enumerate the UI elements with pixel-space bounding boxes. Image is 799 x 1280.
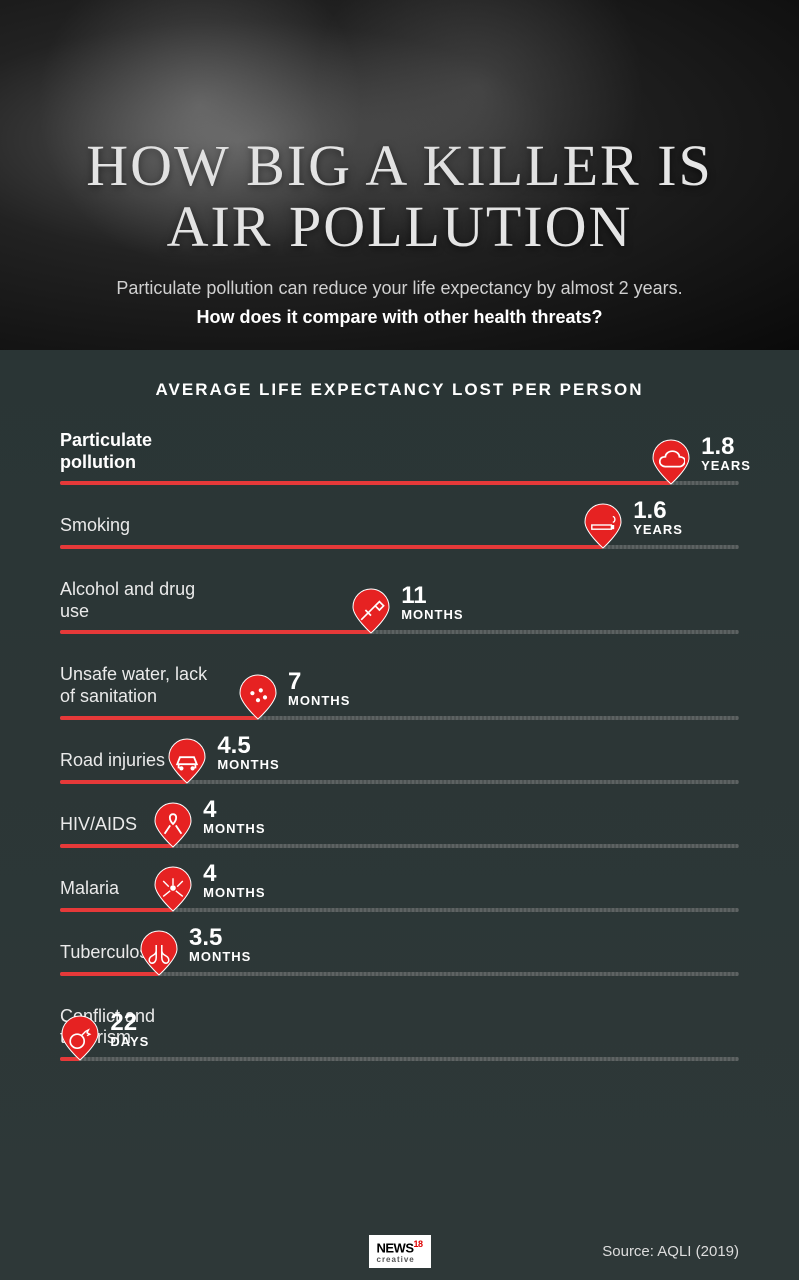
- chart-row: Tuberculosis 3.5 MONTHS: [60, 942, 739, 978]
- chart-row: Road injuries 4.5 MONTHS: [60, 750, 739, 786]
- row-label: Smoking: [60, 515, 220, 537]
- chart-rows-container: Particulate pollution 1.8 YEARS Smoking …: [60, 430, 739, 1063]
- marker-icon: [152, 804, 194, 846]
- marker-icon: [138, 932, 180, 974]
- bar-track: [60, 1057, 739, 1061]
- chart-row: Smoking 1.6 YEARS: [60, 515, 739, 551]
- footer: NEWS18 creative Source: AQLI (2019): [0, 1243, 799, 1260]
- bar: 4 MONTHS: [60, 906, 739, 914]
- row-label: Malaria: [60, 878, 220, 900]
- row-label: HIV/AIDS: [60, 814, 220, 836]
- value-label: 1.8 YEARS: [701, 435, 751, 472]
- page-title: HOW BIG A KILLER IS AIR POLLUTION: [60, 136, 739, 258]
- bar: 7 MONTHS: [60, 714, 739, 722]
- bar-fill: [60, 481, 671, 485]
- chart-title: AVERAGE LIFE EXPECTANCY LOST PER PERSON: [60, 380, 739, 400]
- bar: 1.8 YEARS: [60, 479, 739, 487]
- chart-row: Malaria 4 MONTHS: [60, 878, 739, 914]
- bar-fill: [60, 545, 603, 549]
- row-label: Unsafe water, lack of sanitation: [60, 664, 220, 707]
- value-label: 11 MONTHS: [401, 584, 463, 621]
- marker-icon: [152, 868, 194, 910]
- marker-icon: [582, 505, 624, 547]
- hero-section: HOW BIG A KILLER IS AIR POLLUTION Partic…: [0, 0, 799, 350]
- chart-row: Conflict and terrorism 22 DAYS: [60, 1006, 739, 1063]
- bar: 3.5 MONTHS: [60, 970, 739, 978]
- value-label: 4 MONTHS: [203, 798, 265, 835]
- row-label: Alcohol and drug use: [60, 579, 220, 622]
- news18-logo: NEWS18 creative: [368, 1235, 430, 1268]
- marker-icon: [237, 676, 279, 718]
- subtitle: Particulate pollution can reduce your li…: [60, 276, 739, 330]
- marker-icon: [166, 740, 208, 782]
- row-label: Particulate pollution: [60, 430, 220, 473]
- value-label: 3.5 MONTHS: [189, 926, 251, 963]
- bar: 22 DAYS: [60, 1055, 739, 1063]
- bar: 4.5 MONTHS: [60, 778, 739, 786]
- chart-row: Alcohol and drug use 11 MONTHS: [60, 579, 739, 636]
- logo-text: NEWS: [376, 1240, 413, 1255]
- chart-row: HIV/AIDS 4 MONTHS: [60, 814, 739, 850]
- bar: 1.6 YEARS: [60, 543, 739, 551]
- value-label: 4.5 MONTHS: [217, 734, 279, 771]
- logo-sub: creative: [376, 1255, 422, 1264]
- marker-icon: [650, 441, 692, 483]
- logo-sup: 18: [413, 1239, 422, 1249]
- value-label: 1.6 YEARS: [633, 499, 683, 536]
- value-label: 22 DAYS: [110, 1011, 149, 1048]
- chart-row: Particulate pollution 1.8 YEARS: [60, 430, 739, 487]
- chart-row: Unsafe water, lack of sanitation 7 MONTH…: [60, 664, 739, 721]
- bar-fill: [60, 716, 258, 720]
- marker-icon: [59, 1017, 101, 1059]
- bar: 4 MONTHS: [60, 842, 739, 850]
- bar-fill: [60, 630, 371, 634]
- source-text: Source: AQLI (2019): [602, 1243, 739, 1260]
- chart-section: AVERAGE LIFE EXPECTANCY LOST PER PERSON …: [0, 350, 799, 1063]
- value-label: 4 MONTHS: [203, 862, 265, 899]
- bar: 11 MONTHS: [60, 628, 739, 636]
- subtitle-line-2: How does it compare with other health th…: [60, 305, 739, 330]
- value-label: 7 MONTHS: [288, 670, 350, 707]
- subtitle-line-1: Particulate pollution can reduce your li…: [116, 278, 682, 298]
- marker-icon: [350, 590, 392, 632]
